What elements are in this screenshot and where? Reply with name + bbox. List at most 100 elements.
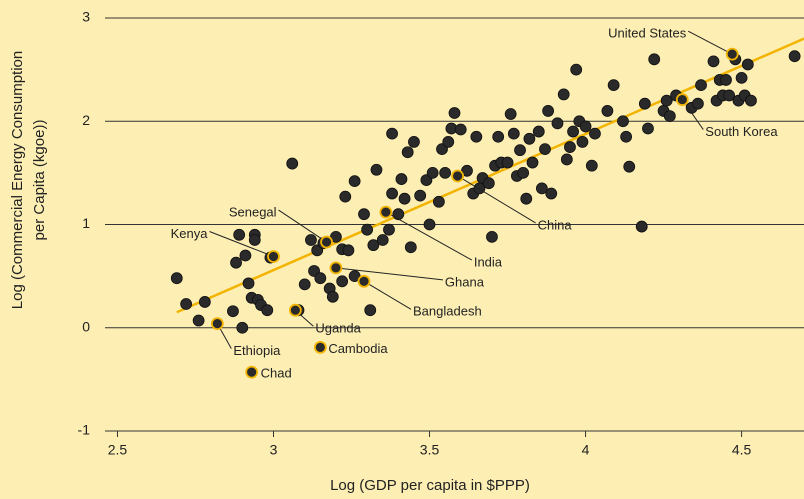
point bbox=[170, 272, 183, 285]
point bbox=[523, 132, 536, 145]
annotation-label: Uganda bbox=[315, 321, 361, 336]
highlight-point bbox=[210, 317, 224, 331]
point bbox=[663, 110, 676, 122]
highlight-point bbox=[451, 169, 465, 183]
leader-line bbox=[457, 175, 536, 224]
point bbox=[348, 175, 361, 188]
point bbox=[564, 141, 576, 153]
point bbox=[358, 208, 370, 221]
point bbox=[261, 304, 274, 317]
point bbox=[492, 130, 505, 143]
leader-line bbox=[278, 209, 327, 243]
y-tick-label: 1 bbox=[82, 215, 90, 231]
highlight-point bbox=[245, 365, 259, 379]
point bbox=[236, 321, 249, 334]
point bbox=[504, 108, 517, 120]
point bbox=[386, 127, 398, 140]
highlight-point bbox=[357, 274, 371, 288]
y-axis-title: Log (Commercial Energy Consumption bbox=[9, 51, 26, 309]
point bbox=[607, 79, 620, 92]
point bbox=[517, 166, 530, 179]
point bbox=[392, 208, 405, 221]
point bbox=[198, 296, 211, 308]
leader-line bbox=[385, 211, 473, 261]
point bbox=[576, 135, 589, 148]
highlight-point bbox=[329, 261, 343, 275]
x-tick-label: 4 bbox=[582, 442, 590, 458]
point bbox=[542, 105, 555, 117]
point bbox=[570, 63, 583, 76]
point bbox=[432, 195, 445, 208]
point bbox=[348, 270, 361, 283]
highlight-point bbox=[313, 340, 327, 354]
point bbox=[788, 50, 801, 63]
x-tick-label: 3.5 bbox=[420, 442, 440, 458]
point bbox=[239, 249, 252, 262]
point bbox=[660, 94, 673, 107]
point bbox=[342, 244, 355, 257]
point bbox=[589, 127, 601, 140]
point bbox=[723, 89, 736, 102]
point bbox=[298, 278, 311, 291]
point bbox=[367, 239, 380, 252]
point bbox=[461, 164, 473, 177]
point bbox=[638, 97, 651, 110]
point bbox=[442, 135, 455, 148]
annotation-label: Cambodia bbox=[328, 341, 388, 356]
point bbox=[401, 146, 414, 159]
point bbox=[745, 94, 757, 107]
highlight-point bbox=[320, 235, 333, 249]
y-tick-label: 2 bbox=[82, 112, 90, 128]
point bbox=[326, 290, 339, 303]
point bbox=[383, 223, 395, 236]
point bbox=[439, 166, 452, 179]
point bbox=[395, 173, 408, 185]
y-tick-label: -1 bbox=[78, 422, 91, 438]
point bbox=[482, 177, 495, 190]
point bbox=[532, 125, 545, 138]
point bbox=[551, 117, 564, 130]
point bbox=[557, 88, 570, 101]
point bbox=[470, 130, 483, 143]
point bbox=[336, 275, 349, 288]
point bbox=[314, 272, 327, 285]
x-axis-title: Log (GDP per capita in $PPP) bbox=[330, 477, 530, 494]
point bbox=[233, 228, 246, 241]
y-tick-label: 0 bbox=[82, 318, 90, 334]
point bbox=[507, 127, 520, 140]
point bbox=[386, 187, 398, 200]
highlight-point bbox=[725, 47, 739, 61]
point bbox=[398, 192, 411, 205]
point bbox=[642, 122, 654, 135]
x-tick-label: 3 bbox=[270, 442, 278, 458]
point bbox=[242, 277, 255, 290]
point bbox=[305, 234, 317, 246]
point bbox=[370, 163, 383, 176]
y-tick-label: 3 bbox=[82, 9, 90, 25]
point bbox=[601, 105, 614, 117]
annotation-label: China bbox=[538, 217, 573, 232]
point bbox=[286, 157, 299, 170]
highlight-point bbox=[675, 93, 689, 106]
point bbox=[520, 192, 533, 205]
point bbox=[560, 153, 573, 166]
annotation-label: India bbox=[474, 255, 503, 270]
leader-line bbox=[363, 280, 412, 310]
point bbox=[567, 125, 579, 138]
point bbox=[617, 115, 629, 128]
point bbox=[448, 107, 461, 119]
point bbox=[579, 120, 592, 133]
point bbox=[514, 144, 526, 157]
point bbox=[707, 55, 720, 68]
point bbox=[695, 79, 707, 92]
x-tick-label: 2.5 bbox=[108, 442, 128, 458]
point bbox=[364, 304, 377, 317]
point bbox=[648, 53, 661, 66]
leader-line bbox=[687, 30, 733, 55]
point bbox=[330, 230, 342, 243]
point bbox=[180, 298, 193, 310]
point bbox=[376, 234, 389, 246]
x-tick-label: 4.5 bbox=[732, 442, 752, 458]
annotation-label: Ghana bbox=[445, 274, 485, 289]
